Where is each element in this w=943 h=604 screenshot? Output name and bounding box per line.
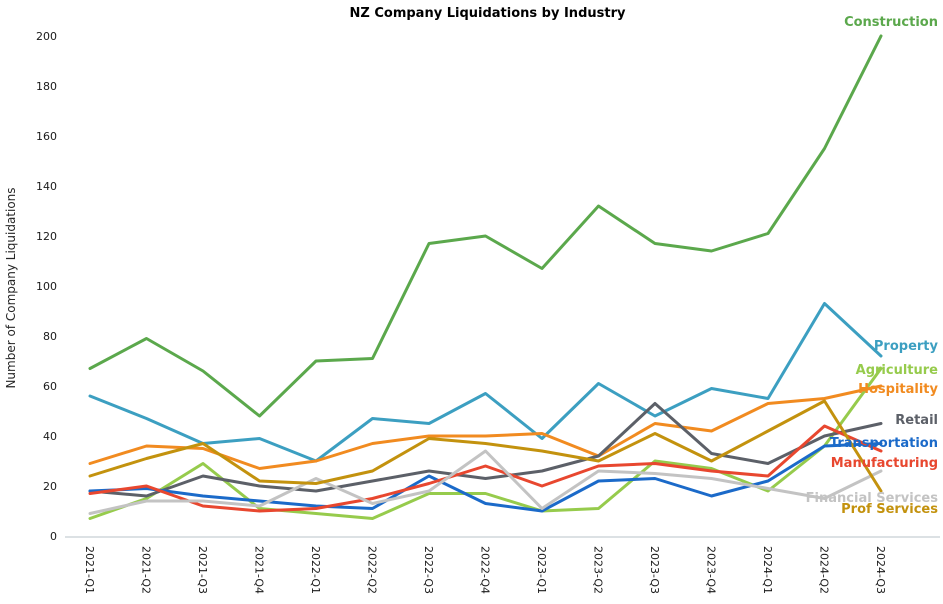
series-line-manufacturing	[88, 424, 883, 513]
series-label-transportation: Transportation	[830, 436, 938, 451]
series-label-financial-services: Financial Services	[806, 491, 939, 506]
x-tick-label: 2022-Q4	[479, 546, 492, 594]
series-label-retail: Retail	[895, 413, 938, 428]
series-line-property	[88, 302, 883, 463]
x-tick-label: 2022-Q1	[309, 546, 322, 594]
series-line-financial-services	[88, 449, 883, 515]
chart-title: NZ Company Liquidations by Industry	[349, 6, 626, 21]
x-tick-label: 2023-Q2	[592, 546, 605, 594]
series-line-construction	[88, 34, 883, 418]
x-tick-label: 2021-Q4	[253, 546, 266, 594]
series-label-hospitality: Hospitality	[858, 382, 938, 397]
x-tick-label: 2023-Q4	[705, 546, 718, 594]
x-tick-label: 2023-Q1	[535, 546, 548, 594]
series-label-agriculture: Agriculture	[856, 363, 939, 378]
y-tick-label: 140	[36, 180, 57, 193]
y-tick-label: 40	[43, 430, 57, 443]
y-tick-label: 100	[36, 280, 57, 293]
y-tick-label: 0	[50, 530, 57, 543]
x-tick-label: 2021-Q2	[140, 546, 153, 594]
series-label-property: Property	[874, 339, 939, 354]
series-line-prof-services	[88, 399, 883, 493]
x-tick-label: 2023-Q3	[648, 546, 661, 594]
y-tick-label: 20	[43, 480, 57, 493]
series-label-prof-services: Prof Services	[841, 502, 938, 517]
y-tick-label: 80	[43, 330, 57, 343]
y-tick-label: 160	[36, 130, 57, 143]
y-axis-title: Number of Company Liquidations	[4, 187, 18, 389]
y-tick-label: 120	[36, 230, 57, 243]
x-tick-label: 2024-Q3	[874, 546, 887, 594]
x-tick-label: 2024-Q2	[818, 546, 831, 594]
x-tick-label: 2024-Q1	[761, 546, 774, 594]
y-tick-label: 180	[36, 80, 57, 93]
series-label-construction: Construction	[844, 15, 938, 30]
series-line-retail	[88, 402, 883, 498]
y-tick-label: 200	[36, 30, 57, 43]
x-tick-label: 2022-Q3	[422, 546, 435, 594]
x-tick-label: 2022-Q2	[366, 546, 379, 594]
y-tick-label: 60	[43, 380, 57, 393]
x-tick-label: 2021-Q3	[196, 546, 209, 594]
x-tick-label: 2021-Q1	[83, 546, 96, 594]
series-label-manufacturing: Manufacturing	[831, 456, 938, 471]
